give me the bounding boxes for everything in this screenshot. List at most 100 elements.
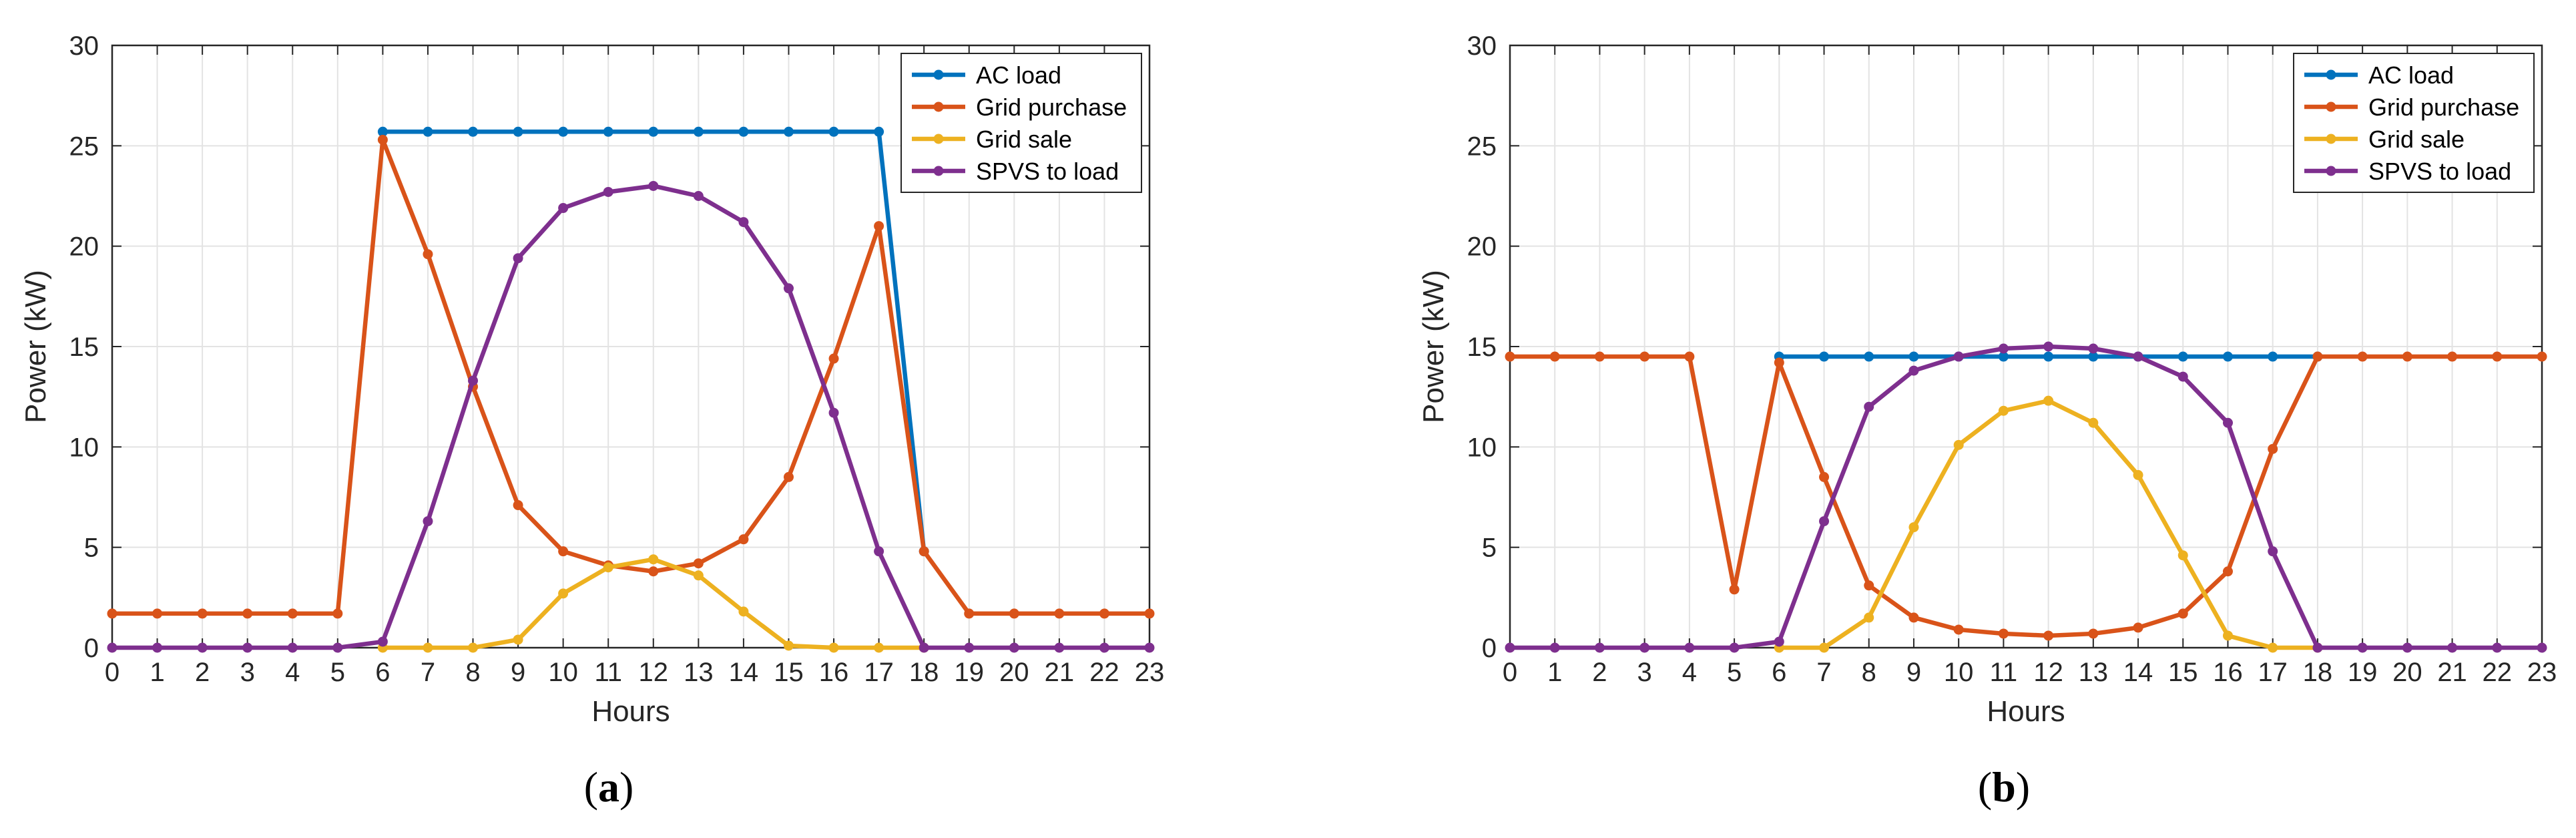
panel-a-x-tick-label: 22 (1089, 658, 1119, 687)
panel-a-series-grid-purchase-point (107, 608, 117, 619)
panel-a-series-ac-load-point (468, 126, 479, 137)
panel-b-series-spvs-to-load (1505, 341, 2547, 653)
panel-a-x-tick-label: 7 (421, 658, 435, 687)
panel-b-series-ac-load-point (1864, 351, 1874, 362)
panel-b-caption-close: ) (2016, 763, 2030, 811)
panel-a-legend-label: Grid sale (976, 126, 1072, 153)
panel-a-series-ac-load-point (377, 126, 388, 137)
panel-b-series-grid-purchase-point (1774, 357, 1784, 368)
panel-a-x-tick-label: 2 (195, 658, 210, 687)
panel-b-series-grid-purchase-point (2133, 622, 2143, 633)
panel-a-series-grid-sale-point (423, 642, 433, 653)
panel-b-series-grid-purchase-line (1507, 354, 2545, 638)
panel-b-series-grid-sale-point (1998, 405, 2009, 416)
panel-b-x-tick-label: 12 (2033, 658, 2063, 687)
panel-a-series-spvs-to-load-line (109, 184, 1152, 650)
panel-a-series-grid-sale-point (828, 642, 839, 653)
panel-a-x-tick-label: 13 (684, 658, 714, 687)
panel-a-y-tick-label: 20 (69, 232, 99, 262)
panel-a-series-grid-purchase-point (152, 608, 163, 619)
panel-b-x-tick-label: 10 (1944, 658, 1974, 687)
panel-b-series-ac-load-point (1819, 351, 1830, 362)
panel-a-series-grid-purchase-point (874, 221, 884, 232)
panel-a-x-tick-label: 21 (1045, 658, 1075, 687)
panel-a-series-spvs-to-load-point (738, 217, 749, 228)
panel-a-x-tick-label: 19 (954, 658, 984, 687)
panel-a-series-spvs-to-load-point (558, 203, 569, 214)
panel-b-series-grid-purchase-point (2177, 608, 2188, 619)
panel-b-series-spvs-to-load-point (1998, 343, 2009, 354)
panel-a-legend-marker (933, 134, 944, 144)
panel-a: 0 1 2 3 4 5 6 7 8 9 10 11 12 13 14 15 16 17 18 19 20 21 22 2305… (19, 31, 1164, 811)
panel-b-series-spvs-to-load-line (1507, 344, 2545, 650)
panel-a-series-spvs-to-load-point (332, 642, 343, 653)
panel-a-caption-open: ( (584, 763, 598, 811)
panel-a-caption-letter: a (598, 763, 619, 811)
panel-b-series-grid-purchase-point (1864, 580, 1874, 591)
panel-a-legend: AC load Grid purchase Grid sale SPVS to loa… (900, 53, 1142, 193)
panel-b-series-ac-load-point (1908, 351, 1919, 362)
panel-a-series-grid-purchase-point (287, 608, 298, 619)
panel-a-series-ac-load-point (828, 126, 839, 137)
panel-b-x-tick-label: 22 (2483, 658, 2513, 687)
panel-a-x-tick-label: 9 (511, 658, 525, 687)
panel-b-series-ac-load-point (2222, 351, 2233, 362)
panel-b-series-grid-purchase-point (1953, 624, 1964, 635)
panel-b-caption: (b) (1978, 763, 2030, 811)
panel-b-x-tick-label: 1 (1547, 658, 1562, 687)
panel-b-series-grid-purchase-point (2447, 351, 2458, 362)
panel-a-x-tick-label: 10 (548, 658, 578, 687)
panel-a-series-spvs-to-load-point (197, 642, 208, 653)
panel-b-series-grid-purchase-point (1639, 351, 1650, 362)
panel-a-x-tick-label: 12 (639, 658, 669, 687)
panel-a-series-grid-purchase-point (332, 608, 343, 619)
panel-b-series-spvs-to-load-point (2537, 642, 2547, 653)
panel-a-x-tick-label: 15 (774, 658, 804, 687)
panel-a-legend-marker (933, 69, 944, 80)
panel-a-series-grid-purchase-point (738, 534, 749, 545)
panel-b-x-tick-label: 4 (1682, 658, 1697, 687)
panel-a-series-grid-purchase-point (423, 249, 433, 260)
panel-a-series-ac-load-point (693, 126, 704, 137)
panel-b-series-grid-purchase-point (2268, 443, 2278, 454)
panel-a-series-grid-purchase-point (919, 546, 929, 557)
panel-a-series-ac-load-point (513, 126, 523, 137)
panel-a-series-grid-sale-point (874, 642, 884, 653)
panel-b-legend: AC load Grid purchase Grid sale SPVS to loa… (2293, 53, 2535, 193)
panel-a-x-tick-label: 4 (285, 658, 300, 687)
panel-b-x-tick-label: 21 (2437, 658, 2467, 687)
panel-b-series-grid-sale-point (2043, 395, 2054, 406)
panel-b-x-tick-label: 7 (1816, 658, 1831, 687)
panel-b-series-grid-purchase-point (2043, 630, 2054, 641)
panel-b-x-tick-label: 11 (1990, 658, 2018, 687)
panel-b-legend-label: AC load (2368, 61, 2454, 89)
panel-a-y-tick-label: 30 (69, 31, 99, 61)
panel-b-x-tick-label: 15 (2168, 658, 2198, 687)
panel-a-series-ac-load-point (603, 126, 613, 137)
panel-a-x-tick-label: 16 (819, 658, 849, 687)
panel-a-series-grid-sale-point (603, 562, 613, 573)
panel-b-caption-open: ( (1978, 763, 1992, 811)
panel-a-x-tick-label: 23 (1135, 658, 1165, 687)
panel-a-series-spvs-to-load-point (468, 375, 479, 386)
panel-b-x-tick-label: 14 (2123, 658, 2153, 687)
panel-a-series-grid-sale-point (648, 554, 659, 565)
panel-b-y-axis-label: Power (kW) (1417, 270, 1450, 423)
panel-a-series-spvs-to-load-point (152, 642, 163, 653)
panel-b-series-ac-load-point (2177, 351, 2188, 362)
panel-b-series-grid-purchase-point (2088, 628, 2099, 639)
panel-a-series-grid-purchase-point (964, 608, 975, 619)
panel-b-series-spvs-to-load-point (1864, 401, 1874, 412)
panel-b-series-grid-sale-point (2088, 417, 2099, 428)
panel-a-series-spvs-to-load-point (919, 642, 929, 653)
panel-b-series-grid-sale-point (2268, 642, 2278, 653)
panel-b-series-grid-sale-point (1864, 612, 1874, 623)
panel-a-series-spvs-to-load-point (1054, 642, 1065, 653)
panel-b-x-tick-label: 6 (1772, 658, 1786, 687)
panel-a-series-spvs-to-load-point (783, 283, 794, 294)
panel-a-x-tick-label: 17 (864, 658, 894, 687)
panel-b-series-grid-sale-point (1819, 642, 1830, 653)
panel-a-series-grid-purchase-point (828, 353, 839, 364)
panel-a-x-tick-label: 6 (375, 658, 390, 687)
